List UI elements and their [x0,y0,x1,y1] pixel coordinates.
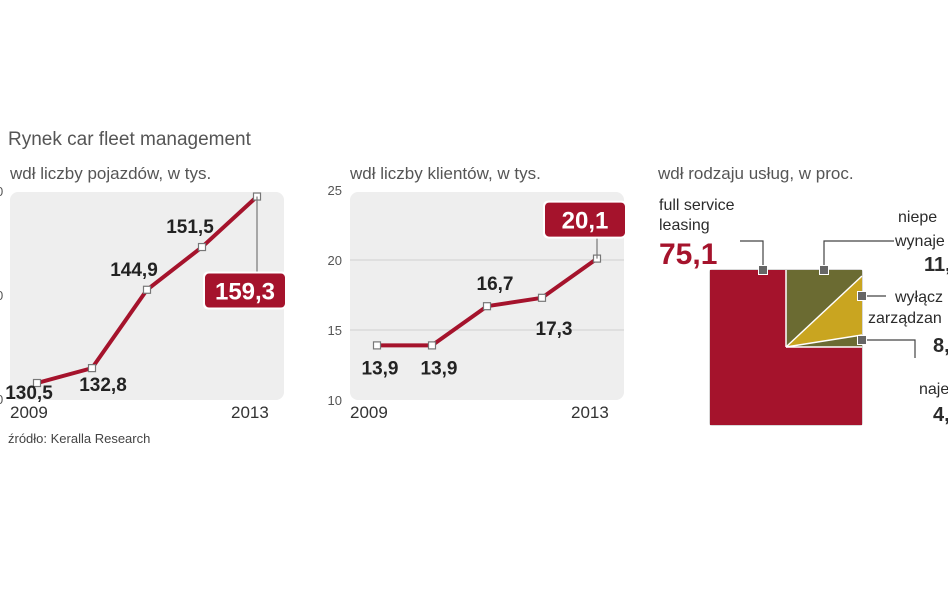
data-label: 17,3 [536,319,573,340]
slice-value: 11, [924,254,948,276]
slice-marker [819,265,829,275]
data-label: 151,5 [166,217,214,238]
leader-line [740,240,764,270]
slice-label: wyłącz [894,289,943,306]
slice-marker [857,291,867,301]
clients-line-chart: wdł liczby klientów, w tys. 10 15 20 25 200… [328,164,627,422]
vehicles-line-chart: wdł liczby pojazdów, w tys. 0 0 0 2009 2… [0,164,287,422]
chart1-plot-area [10,192,284,400]
services-pie-chart: wdł rodzaju usług, w proc. full service l… [657,164,948,426]
data-point [197,242,207,252]
data-label: 13,9 [362,358,399,379]
slice-marker [857,335,867,345]
chart3-subtitle: wdł rodzaju usług, w proc. [657,164,854,183]
x-tick-label: 2013 [231,403,269,422]
slice-value: 4, [933,404,948,426]
data-label: 144,9 [110,260,158,281]
chart1-subtitle: wdł liczby pojazdów, w tys. [9,164,211,183]
data-point [87,364,97,373]
data-point [32,378,42,388]
y-tick-label: 0 [0,184,3,199]
y-tick-label: 20 [328,253,342,268]
y-tick-label: 0 [0,392,3,407]
slice-label: leasing [659,217,710,234]
y-tick-label: 15 [328,323,342,338]
chart2-plot-area [350,192,624,400]
slice-value: 8, [933,335,948,357]
slice-separator [785,275,863,348]
data-point [427,341,437,350]
slice-label: full service [659,197,735,214]
slice-label: naje [919,381,948,398]
data-point [482,302,492,311]
source-note: źródło: Keralla Research [8,431,150,446]
data-label: 132,8 [79,375,127,396]
slice-label: wynaje [894,233,945,250]
highlight-box [205,273,285,308]
data-point [537,293,547,302]
slice-label: niepe [898,209,937,226]
y-tick-label: 25 [328,183,342,198]
data-label-highlight: 159,3 [215,279,275,306]
slice-value: 75,1 [659,238,717,271]
x-tick-label: 2013 [571,403,609,422]
data-label: 130,5 [5,383,53,404]
data-point [372,341,382,350]
pie-slice [786,270,862,347]
slice-separator [785,334,863,348]
y-tick-label: 0 [0,288,3,303]
x-tick-label: 2009 [10,403,48,422]
data-label-highlight: 20,1 [562,208,609,235]
leader-line [862,339,916,358]
slice-label: zarządzan [868,310,942,327]
chart2-subtitle: wdł liczby klientów, w tys. [349,164,541,183]
data-point [142,285,152,294]
highlight-box [545,202,625,237]
x-tick-label: 2009 [350,403,388,422]
data-label: 16,7 [477,274,514,295]
slice-marker [758,265,768,275]
chart-title: Rynek car fleet management [8,129,252,150]
data-label: 13,9 [421,358,458,379]
y-tick-label: 10 [328,393,342,408]
leader-line [823,240,894,270]
